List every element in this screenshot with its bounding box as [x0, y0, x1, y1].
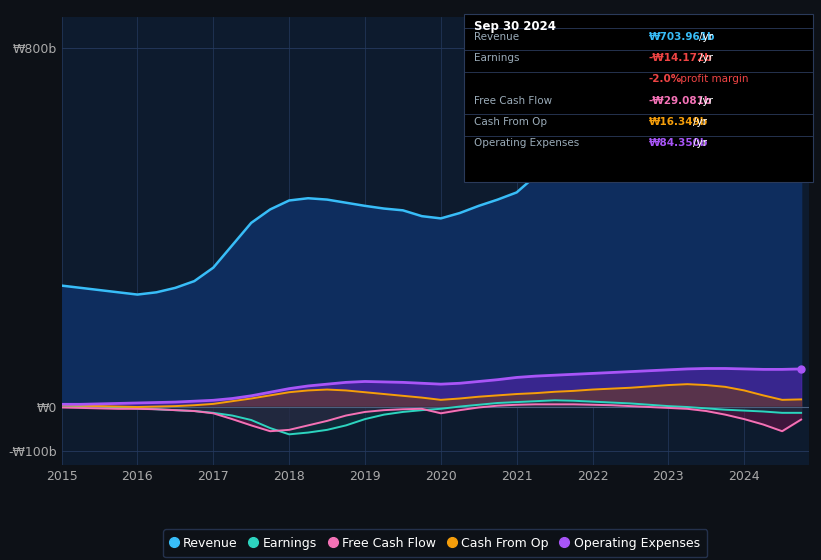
Text: ₩16.349b: ₩16.349b — [649, 117, 708, 127]
Text: Free Cash Flow: Free Cash Flow — [474, 96, 552, 106]
Text: Operating Expenses: Operating Expenses — [474, 138, 579, 148]
Text: /yr: /yr — [699, 53, 713, 63]
Text: /yr: /yr — [693, 117, 707, 127]
Text: ₩703.961b: ₩703.961b — [649, 32, 715, 42]
Text: ₩84.350b: ₩84.350b — [649, 138, 708, 148]
Text: /yr: /yr — [693, 138, 707, 148]
Text: Revenue: Revenue — [474, 32, 519, 42]
Text: Earnings: Earnings — [474, 53, 519, 63]
Legend: Revenue, Earnings, Free Cash Flow, Cash From Op, Operating Expenses: Revenue, Earnings, Free Cash Flow, Cash … — [163, 529, 707, 557]
Text: /yr: /yr — [699, 32, 713, 42]
Text: -₩29.081b: -₩29.081b — [649, 96, 712, 106]
Text: Sep 30 2024: Sep 30 2024 — [474, 20, 556, 32]
Text: Cash From Op: Cash From Op — [474, 117, 547, 127]
Text: profit margin: profit margin — [677, 74, 748, 85]
Text: -₩14.172b: -₩14.172b — [649, 53, 713, 63]
Text: /yr: /yr — [699, 96, 713, 106]
Text: -2.0%: -2.0% — [649, 74, 681, 85]
